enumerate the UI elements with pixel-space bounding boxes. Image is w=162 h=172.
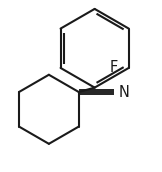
Text: N: N — [119, 84, 130, 100]
Text: F: F — [109, 60, 117, 76]
